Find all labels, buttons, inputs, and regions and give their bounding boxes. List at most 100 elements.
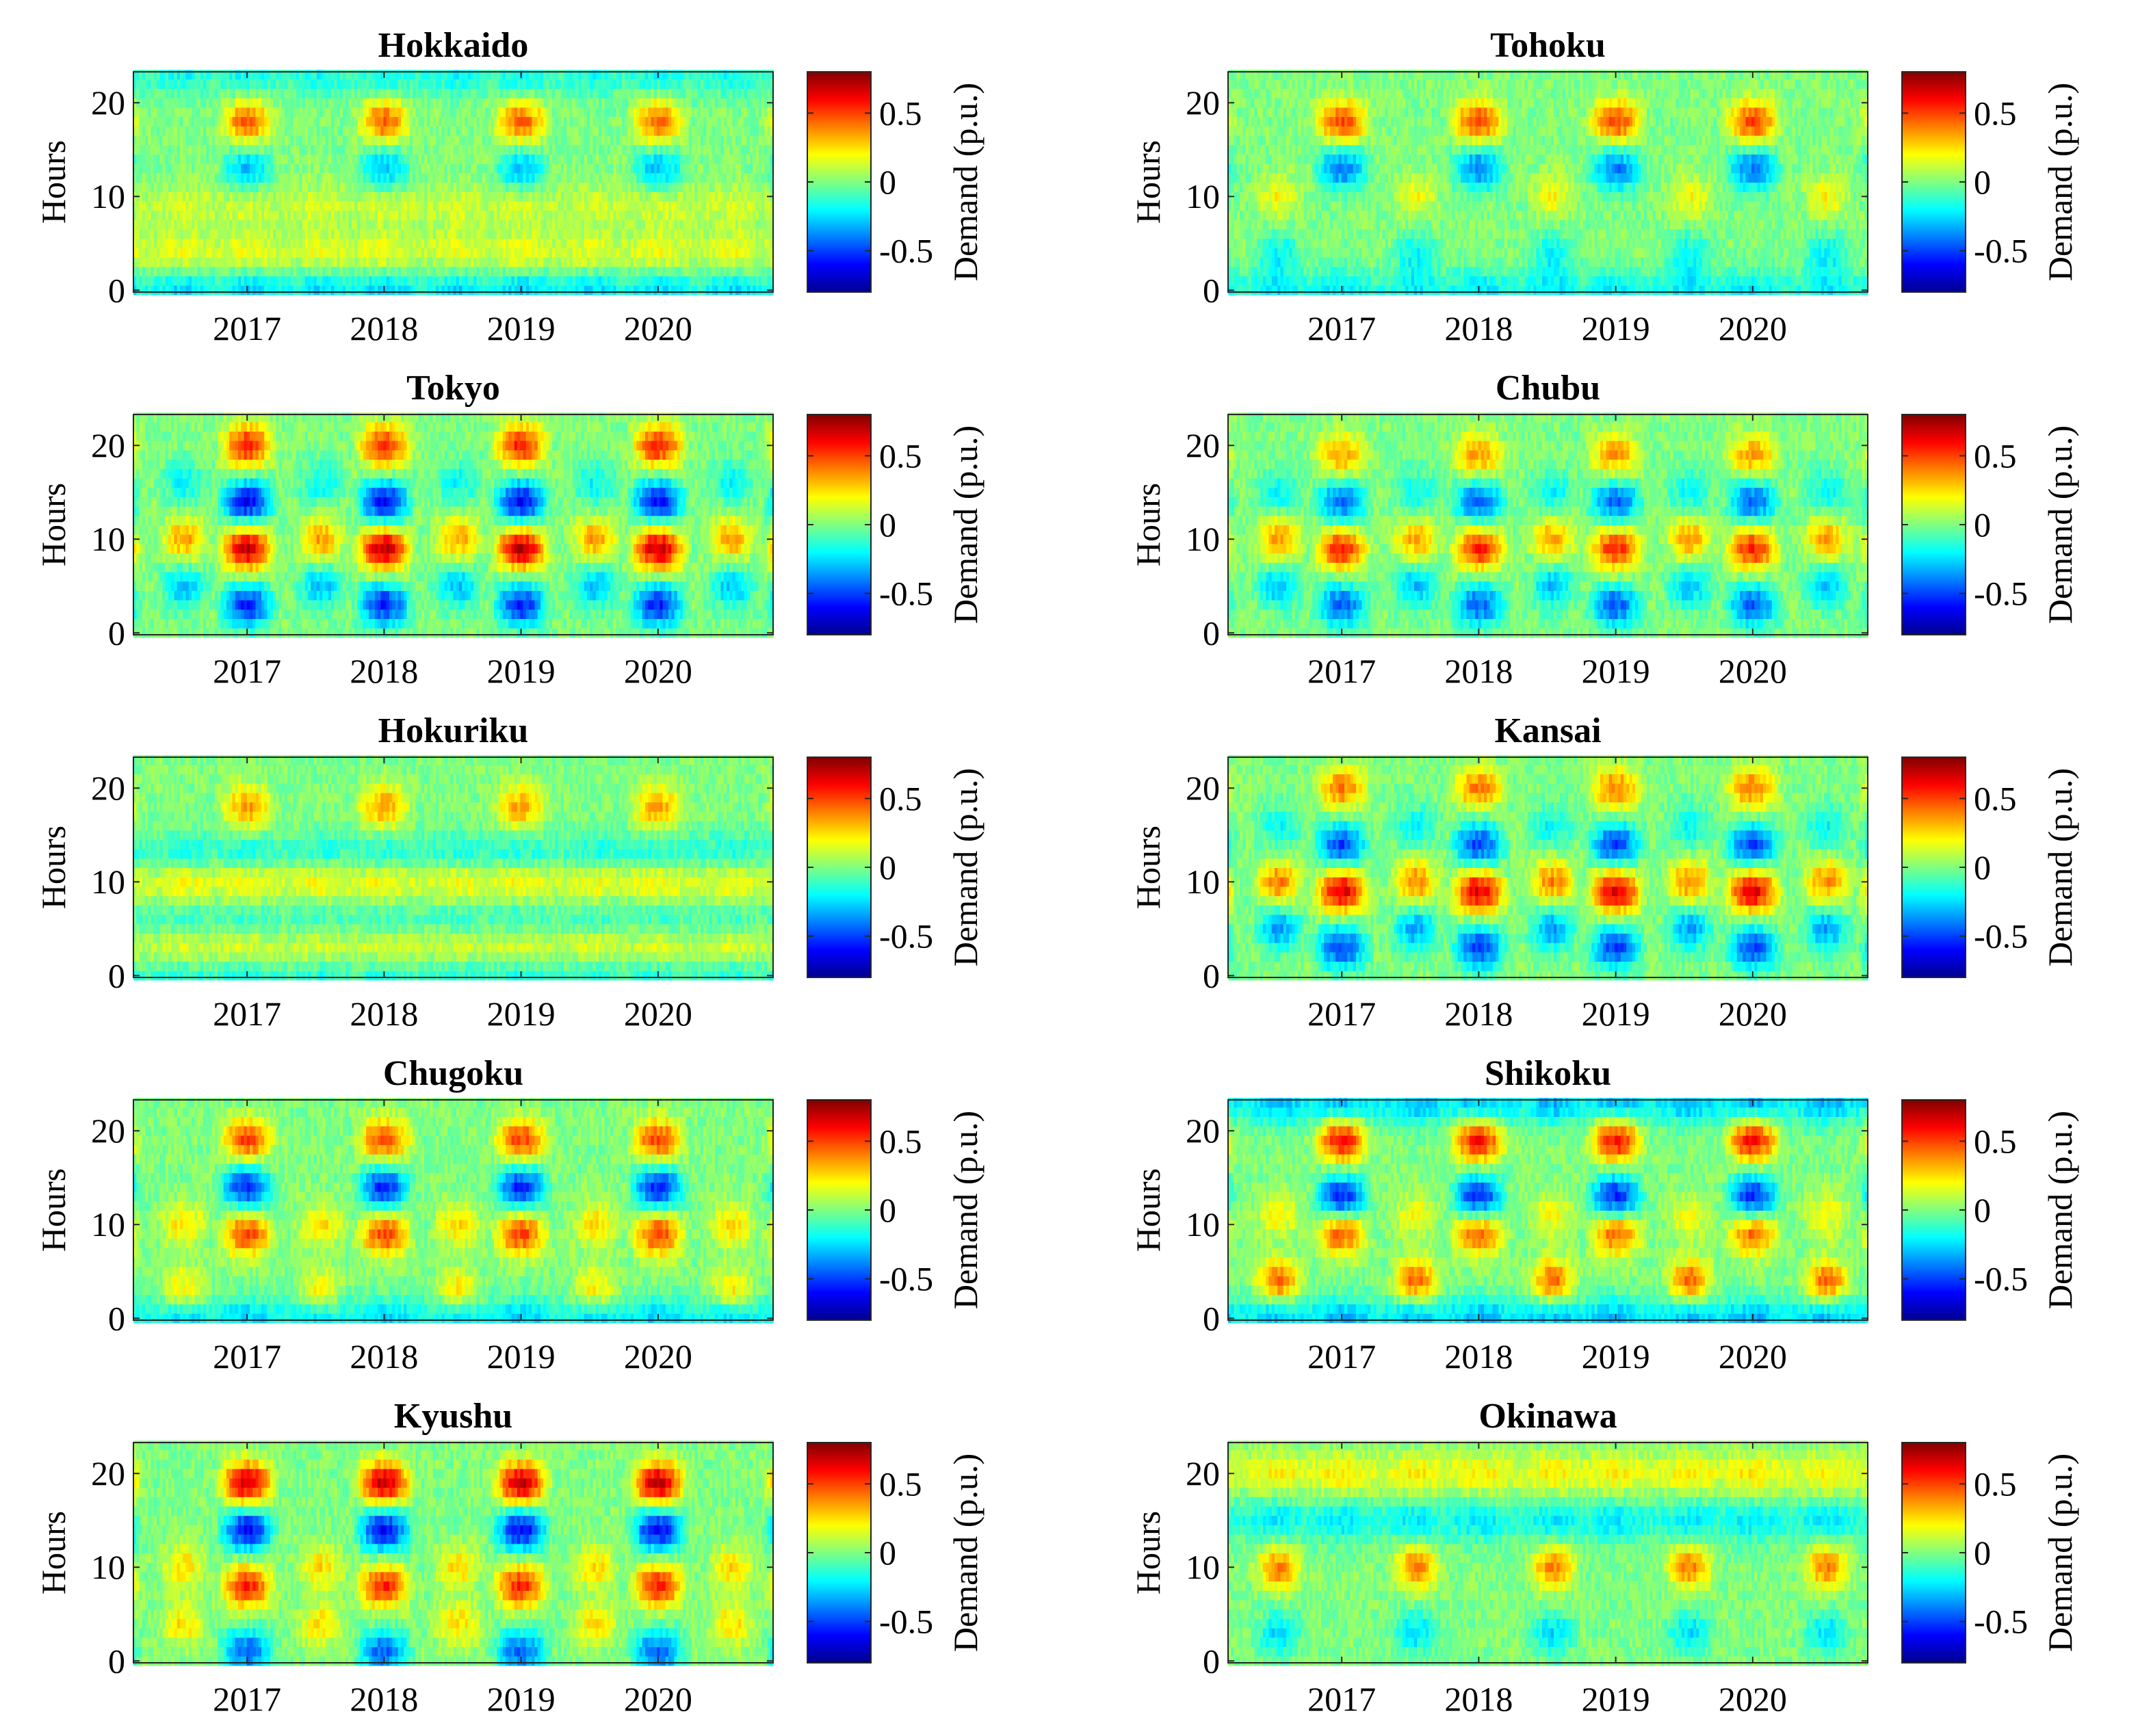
- y-tick-label: 0: [1203, 1642, 1220, 1680]
- colorbar-tick-label: 0.5: [1974, 94, 2017, 132]
- colorbar-tick-label: 0: [879, 1191, 896, 1229]
- colorbar: [1902, 1443, 1966, 1663]
- x-tick-label: 2019: [487, 995, 556, 1033]
- colorbar-tick-label: -0.5: [1974, 1260, 2028, 1298]
- x-tick-label: 2019: [1582, 1680, 1650, 1718]
- x-tick-label: 2019: [1582, 995, 1650, 1033]
- colorbar-tick-label: 0: [1974, 1534, 1991, 1572]
- y-tick-label: 10: [91, 1548, 125, 1586]
- x-tick-label: 2020: [624, 995, 692, 1033]
- subplot-title: Tohoku: [1490, 26, 1606, 65]
- colorbar-tick-label: 0: [879, 1534, 896, 1572]
- x-tick-label: 2019: [1582, 1337, 1650, 1376]
- y-tick-label: 10: [1186, 1205, 1220, 1244]
- x-tick-label: 2017: [213, 652, 281, 690]
- colorbar-tick-label: 0.5: [1974, 779, 2017, 817]
- y-tick-label: 20: [1186, 769, 1220, 807]
- colorbar-label: Demand (p.u.): [946, 1111, 985, 1309]
- subplot-title: Kyushu: [394, 1397, 512, 1436]
- x-tick-label: 2019: [487, 652, 556, 690]
- colorbar: [807, 1100, 871, 1320]
- x-tick-label: 2018: [350, 1680, 418, 1718]
- colorbar-tick-label: -0.5: [879, 1260, 933, 1298]
- colorbar: [807, 757, 871, 977]
- y-tick-label: 0: [108, 956, 125, 995]
- y-tick-label: 10: [91, 863, 125, 901]
- y-axis-label: Hours: [34, 140, 73, 224]
- colorbar-tick-label: -0.5: [879, 232, 933, 270]
- y-tick-label: 20: [91, 1454, 125, 1492]
- x-tick-label: 2020: [1719, 1337, 1787, 1376]
- y-axis-label: Hours: [34, 483, 73, 566]
- heatmap-cells: [133, 412, 774, 637]
- colorbar-tick-label: 0.5: [1974, 436, 2017, 475]
- colorbar-tick-label: 0.5: [879, 436, 922, 475]
- x-tick-label: 2018: [1444, 1680, 1513, 1718]
- y-tick-label: 20: [1186, 1112, 1220, 1150]
- colorbar-tick-label: 0: [1974, 505, 1991, 544]
- x-tick-label: 2020: [1719, 652, 1787, 690]
- x-tick-label: 2019: [487, 1680, 556, 1718]
- colorbar-label: Demand (p.u.): [2041, 83, 2079, 281]
- colorbar-tick-label: -0.5: [1974, 575, 2028, 613]
- heatmap-cells: [1228, 70, 1868, 295]
- colorbar: [1902, 415, 1966, 635]
- x-tick-label: 2018: [350, 1337, 418, 1376]
- x-tick-label: 2019: [1582, 652, 1650, 690]
- colorbar: [1902, 1100, 1966, 1320]
- x-tick-label: 2018: [1444, 995, 1513, 1033]
- x-tick-label: 2017: [1307, 652, 1376, 690]
- x-tick-label: 2020: [624, 309, 692, 347]
- x-tick-label: 2020: [624, 652, 692, 690]
- y-tick-label: 10: [91, 1205, 125, 1244]
- heatmap-cells: [1228, 1441, 1868, 1666]
- heatmap-cells: [1228, 1098, 1868, 1323]
- colorbar-tick-label: -0.5: [1974, 232, 2028, 270]
- y-axis-label: Hours: [34, 826, 73, 909]
- y-tick-label: 10: [1186, 1548, 1220, 1586]
- colorbar-tick-label: -0.5: [1974, 917, 2028, 956]
- y-tick-label: 0: [1203, 271, 1220, 309]
- colorbar-label: Demand (p.u.): [2041, 1454, 2079, 1652]
- y-tick-label: 20: [91, 769, 125, 807]
- colorbar-tick-label: 0: [1974, 1191, 1991, 1229]
- y-tick-label: 20: [91, 1112, 125, 1150]
- subplot-title: Chubu: [1496, 369, 1600, 408]
- y-axis-label: Hours: [1129, 483, 1167, 566]
- x-tick-label: 2017: [1307, 1337, 1376, 1376]
- y-axis-label: Hours: [1129, 826, 1167, 909]
- colorbar-tick-label: 0: [879, 505, 896, 544]
- colorbar: [807, 1443, 871, 1663]
- y-axis-label: Hours: [1129, 1168, 1167, 1252]
- y-axis-label: Hours: [34, 1511, 73, 1594]
- colorbar-label: Demand (p.u.): [946, 1454, 985, 1652]
- colorbar: [1902, 72, 1966, 292]
- colorbar-label: Demand (p.u.): [946, 425, 985, 624]
- colorbar-tick-label: 0.5: [879, 1464, 922, 1503]
- colorbar-tick-label: -0.5: [1974, 1603, 2028, 1641]
- colorbar: [1902, 757, 1966, 977]
- colorbar-tick-label: 0.5: [879, 1122, 922, 1160]
- y-tick-label: 20: [1186, 83, 1220, 122]
- y-tick-label: 10: [91, 177, 125, 215]
- figure: Hokkaido010202017 2018 2019 2020Hours-0.500…: [0, 0, 2138, 1736]
- y-tick-label: 20: [91, 83, 125, 122]
- x-tick-label: 2017: [1307, 309, 1376, 347]
- y-tick-label: 0: [108, 271, 125, 309]
- x-tick-label: 2018: [1444, 1337, 1513, 1376]
- y-tick-label: 20: [1186, 426, 1220, 464]
- colorbar-tick-label: 0: [879, 163, 896, 201]
- colorbar-tick-label: -0.5: [879, 575, 933, 613]
- y-tick-label: 10: [1186, 177, 1220, 215]
- colorbar-tick-label: 0.5: [879, 94, 922, 132]
- x-tick-label: 2019: [487, 309, 556, 347]
- x-tick-label: 2017: [213, 1680, 281, 1718]
- y-axis-label: Hours: [1129, 1511, 1167, 1594]
- subplot-title: Chugoku: [383, 1054, 523, 1093]
- x-tick-label: 2020: [1719, 995, 1787, 1033]
- y-tick-label: 0: [108, 1642, 125, 1680]
